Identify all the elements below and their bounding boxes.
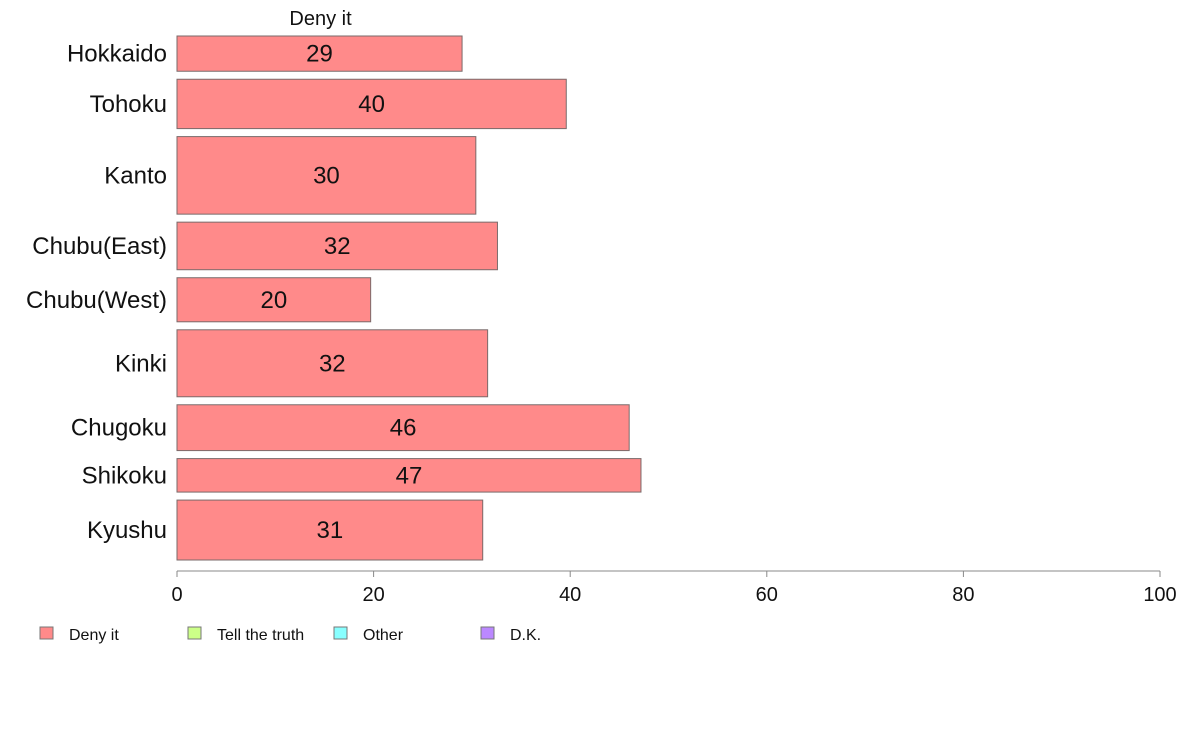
x-tick-label: 40 [559,584,581,606]
legend-swatch-d-k [480,626,495,640]
legend-label-tell-the-truth: Tell the truth [217,627,304,644]
bars-group: Hokkaido 29 Tohoku 40 Kanto 30 Chubu(East) 32 Ch… [26,35,642,561]
value-label: 32 [319,350,346,377]
legend-swatch-deny-it [39,626,54,640]
value-label: 47 [396,462,423,489]
value-label: 30 [313,162,340,189]
value-label: 32 [324,233,351,260]
x-axis: 0 20 40 60 80 100 [171,570,1177,606]
bar-chugoku [176,404,630,452]
bar-kinki [176,329,489,398]
value-label: 20 [260,287,287,314]
value-label: 46 [390,415,417,442]
category-label: Hokkaido [67,41,167,68]
bar-shikoku [176,458,642,493]
legend-label-d-k: D.K. [510,627,541,644]
category-label: Kanto [104,162,167,189]
value-label: 29 [306,41,333,68]
category-label: Shikoku [82,462,167,489]
legend-swatch-other [333,626,348,640]
legend-label-other: Other [363,627,404,644]
bar-chubu-west- [176,277,372,323]
category-label: Chubu(West) [26,287,167,314]
value-label: 31 [317,517,344,544]
bar-kyushu [176,499,484,561]
x-tick-label: 80 [952,584,974,606]
category-label: Tohoku [90,91,167,118]
bar-hokkaido [176,35,463,72]
legend: Deny it Tell the truth Other D.K. [39,626,541,644]
bar-kanto [176,136,477,215]
legend-swatch-tell-the-truth [187,626,202,640]
x-tick-label: 60 [756,584,778,606]
value-label: 40 [358,91,385,118]
legend-label-deny-it: Deny it [69,627,119,644]
series-title: Deny it [289,8,352,30]
category-label: Kinki [115,350,167,377]
x-tick-label: 0 [171,584,182,606]
x-tick-label: 20 [362,584,384,606]
bar-tohoku [176,78,567,130]
bar-chubu-east- [176,221,498,271]
x-tick-label: 100 [1143,584,1176,606]
category-label: Chubu(East) [32,233,167,260]
category-label: Chugoku [71,415,167,442]
category-label: Kyushu [87,517,167,544]
